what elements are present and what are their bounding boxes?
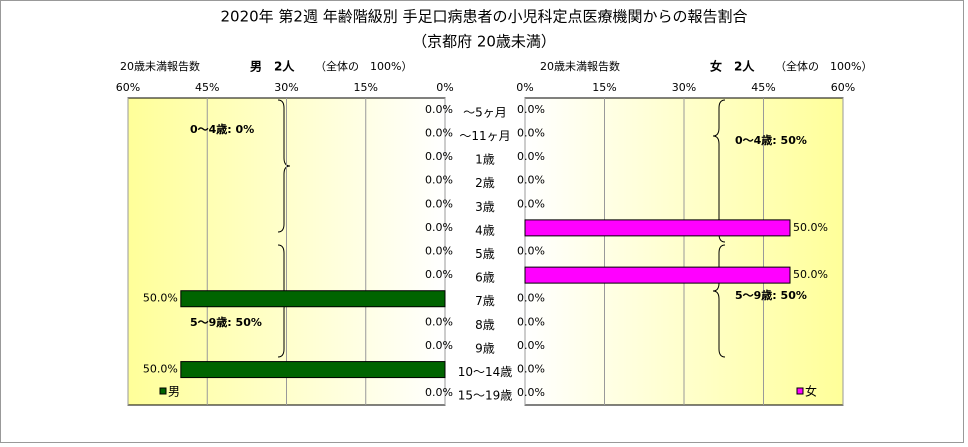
bar [524, 219, 791, 237]
category-label: 8歳 [475, 318, 495, 332]
chart-subtitle: （京都府 20歳未満） [412, 33, 556, 51]
bar [524, 266, 791, 284]
brace [712, 244, 726, 358]
category-label: 9歳 [475, 341, 495, 355]
annotation: 5～9歳: 50% [190, 315, 262, 329]
legend-label: 男 [168, 385, 180, 399]
x-tick-label: 0% [436, 81, 453, 94]
legend-label: 女 [805, 384, 817, 399]
brace [277, 99, 291, 233]
chart-title: 2020年 第2週 年齢階級別 手足口病患者の小児科定点医療機関からの報告割合 [220, 8, 747, 26]
x-tick-label: 15% [354, 81, 378, 94]
value-label: 50.0% [143, 292, 178, 305]
header-share: （全体の 100%） [775, 59, 872, 73]
x-tick-label: 0% [516, 81, 533, 94]
header-count: 男 2人 [250, 59, 295, 74]
value-label: 0.0% [517, 126, 545, 139]
legend-swatch [159, 387, 167, 395]
x-tick-label: 45% [195, 81, 219, 94]
annotation: 5～9歳: 50% [735, 288, 807, 302]
bar [180, 361, 446, 379]
value-label: 0.0% [425, 268, 453, 281]
category-label: 10～14歳 [458, 365, 513, 379]
value-label: 0.0% [517, 197, 545, 210]
value-label: 0.0% [517, 150, 545, 163]
header-share: （全体の 100%） [315, 59, 412, 73]
value-label: 50.0% [793, 221, 828, 234]
category-label: 3歳 [475, 200, 495, 214]
category-label: 1歳 [475, 153, 495, 167]
x-tick-label: 30% [672, 81, 696, 94]
value-label: 0.0% [425, 103, 453, 116]
category-label: 4歳 [475, 223, 495, 237]
value-label: 0.0% [517, 174, 545, 187]
value-label: 50.0% [143, 363, 178, 376]
value-label: 0.0% [517, 339, 545, 352]
value-label: 0.0% [517, 245, 545, 258]
category-label: 2歳 [475, 176, 495, 190]
header-count: 女 2人 [710, 59, 755, 74]
value-label: 0.0% [517, 292, 545, 305]
value-label: 50.0% [793, 268, 828, 281]
x-tick-label: 15% [592, 81, 616, 94]
category-label: ～11ヶ月 [459, 129, 510, 143]
bar [180, 290, 446, 308]
value-label: 0.0% [517, 386, 545, 399]
value-label: 0.0% [517, 315, 545, 328]
value-label: 0.0% [425, 339, 453, 352]
value-label: 0.0% [425, 221, 453, 234]
legend-swatch [796, 387, 804, 395]
header-label: 20歳未満報告数 [120, 60, 200, 73]
x-tick-label: 45% [751, 81, 775, 94]
category-label: 7歳 [475, 294, 495, 308]
x-tick-label: 60% [831, 81, 855, 94]
value-label: 0.0% [517, 363, 545, 376]
value-label: 0.0% [425, 386, 453, 399]
category-label: 6歳 [475, 271, 495, 285]
x-tick-label: 60% [116, 81, 140, 94]
value-label: 0.0% [425, 126, 453, 139]
value-label: 0.0% [425, 174, 453, 187]
annotation: 0～4歳: 50% [735, 133, 807, 147]
value-label: 0.0% [517, 103, 545, 116]
value-label: 0.0% [425, 150, 453, 163]
annotation: 0～4歳: 0% [190, 122, 254, 136]
brace [712, 99, 726, 243]
category-label: 5歳 [475, 247, 495, 261]
x-tick-label: 30% [274, 81, 298, 94]
value-label: 0.0% [425, 245, 453, 258]
value-label: 0.0% [425, 197, 453, 210]
category-label: 15～19歳 [458, 389, 513, 403]
value-label: 0.0% [425, 315, 453, 328]
category-label: ～5ヶ月 [463, 105, 507, 119]
header-label: 20歳未満報告数 [540, 60, 620, 73]
